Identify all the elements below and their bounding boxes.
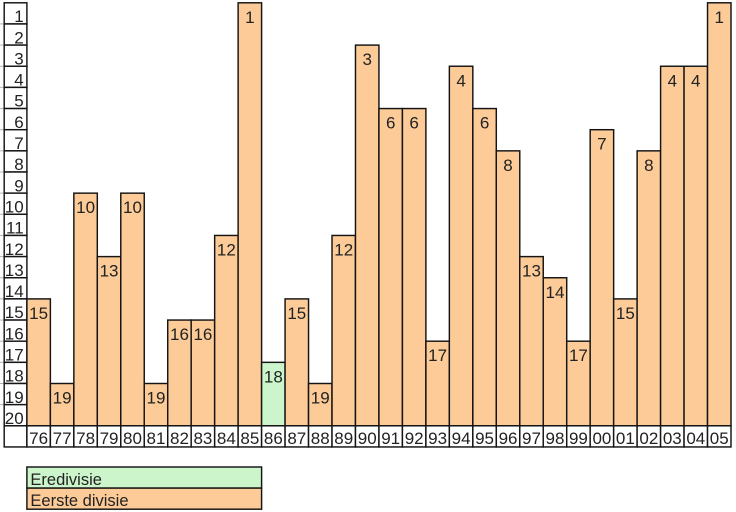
svg-text:15: 15 xyxy=(5,303,24,322)
svg-text:86: 86 xyxy=(264,429,283,448)
svg-text:89: 89 xyxy=(334,429,353,448)
svg-text:03: 03 xyxy=(663,429,682,448)
svg-text:92: 92 xyxy=(405,429,424,448)
svg-text:6: 6 xyxy=(14,113,23,132)
svg-text:14: 14 xyxy=(546,283,565,302)
svg-text:90: 90 xyxy=(358,429,377,448)
svg-text:16: 16 xyxy=(5,324,24,343)
svg-text:2: 2 xyxy=(14,28,23,47)
svg-text:12: 12 xyxy=(217,240,236,259)
svg-text:12: 12 xyxy=(334,240,353,259)
svg-text:19: 19 xyxy=(311,389,330,408)
svg-text:02: 02 xyxy=(639,429,658,448)
svg-text:6: 6 xyxy=(409,114,418,133)
svg-text:80: 80 xyxy=(123,429,142,448)
svg-text:76: 76 xyxy=(29,429,48,448)
svg-text:4: 4 xyxy=(14,71,23,90)
svg-text:3: 3 xyxy=(14,49,23,68)
svg-text:12: 12 xyxy=(5,240,24,259)
svg-text:98: 98 xyxy=(546,429,565,448)
svg-text:81: 81 xyxy=(147,429,166,448)
svg-text:15: 15 xyxy=(616,304,635,323)
svg-text:19: 19 xyxy=(147,389,166,408)
svg-text:20: 20 xyxy=(5,409,24,428)
svg-text:88: 88 xyxy=(311,429,330,448)
svg-text:19: 19 xyxy=(53,389,72,408)
svg-text:18: 18 xyxy=(5,367,24,386)
svg-text:4: 4 xyxy=(668,71,677,90)
svg-text:10: 10 xyxy=(76,198,95,217)
svg-text:13: 13 xyxy=(5,261,24,280)
svg-text:Eerste divisie: Eerste divisie xyxy=(30,492,128,510)
svg-text:8: 8 xyxy=(503,156,512,175)
svg-text:3: 3 xyxy=(362,50,371,69)
svg-text:1: 1 xyxy=(715,8,724,27)
svg-text:94: 94 xyxy=(452,429,471,448)
svg-text:95: 95 xyxy=(475,429,494,448)
svg-text:1: 1 xyxy=(14,7,23,26)
svg-text:85: 85 xyxy=(240,429,259,448)
svg-text:17: 17 xyxy=(569,346,588,365)
svg-text:11: 11 xyxy=(6,219,24,238)
svg-text:13: 13 xyxy=(100,262,119,281)
svg-text:7: 7 xyxy=(597,135,606,154)
svg-text:9: 9 xyxy=(14,176,23,195)
svg-text:19: 19 xyxy=(5,388,24,407)
svg-text:17: 17 xyxy=(5,346,24,365)
svg-text:97: 97 xyxy=(522,429,541,448)
svg-text:10: 10 xyxy=(5,197,24,216)
svg-text:83: 83 xyxy=(193,429,212,448)
svg-text:96: 96 xyxy=(499,429,518,448)
svg-text:16: 16 xyxy=(170,325,189,344)
svg-text:1: 1 xyxy=(245,8,254,27)
svg-text:87: 87 xyxy=(287,429,306,448)
svg-text:6: 6 xyxy=(480,114,489,133)
svg-text:18: 18 xyxy=(264,367,283,386)
svg-text:84: 84 xyxy=(217,429,236,448)
svg-text:15: 15 xyxy=(29,304,48,323)
svg-text:00: 00 xyxy=(592,429,611,448)
svg-text:15: 15 xyxy=(287,304,306,323)
svg-text:17: 17 xyxy=(428,346,447,365)
svg-text:5: 5 xyxy=(14,92,23,111)
svg-text:79: 79 xyxy=(100,429,119,448)
svg-text:78: 78 xyxy=(76,429,95,448)
svg-text:99: 99 xyxy=(569,429,588,448)
svg-text:8: 8 xyxy=(644,156,653,175)
svg-text:05: 05 xyxy=(710,429,729,448)
svg-text:6: 6 xyxy=(386,114,395,133)
svg-text:16: 16 xyxy=(193,325,212,344)
svg-text:14: 14 xyxy=(5,282,24,301)
svg-text:4: 4 xyxy=(691,71,700,90)
svg-text:4: 4 xyxy=(456,71,465,90)
svg-text:04: 04 xyxy=(686,429,705,448)
svg-text:Eredivisie: Eredivisie xyxy=(30,471,102,489)
svg-text:01: 01 xyxy=(616,429,635,448)
svg-text:91: 91 xyxy=(381,429,400,448)
svg-text:10: 10 xyxy=(123,198,142,217)
svg-text:7: 7 xyxy=(14,134,23,153)
svg-text:82: 82 xyxy=(170,429,189,448)
svg-text:93: 93 xyxy=(428,429,447,448)
svg-text:8: 8 xyxy=(14,155,23,174)
svg-text:13: 13 xyxy=(522,262,541,281)
svg-text:77: 77 xyxy=(53,429,72,448)
